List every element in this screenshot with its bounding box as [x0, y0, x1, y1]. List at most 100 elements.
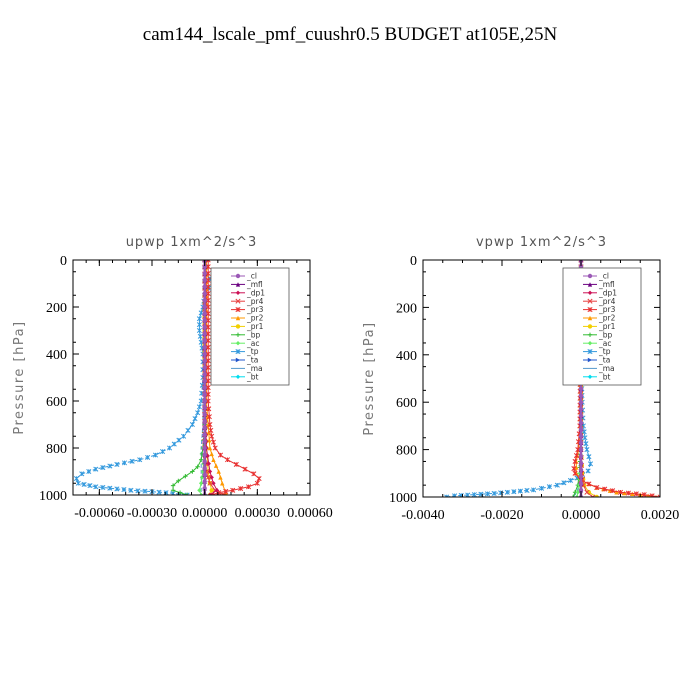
legend-label: _bp: [246, 330, 261, 339]
series-marker-tp: [107, 463, 113, 469]
panel-title: upwp 1xm^2/s^3: [126, 235, 258, 250]
series-marker-ac: [197, 488, 202, 493]
series-marker-pr3: [205, 371, 211, 377]
series-marker-pr3: [657, 494, 660, 497]
series-marker-tp: [159, 448, 166, 455]
series-marker-pr3: [205, 351, 211, 357]
series-marker-cl: [202, 425, 207, 431]
series-marker-cl: [202, 479, 207, 484]
series-marker-pr3: [205, 291, 211, 297]
series-marker-pr3: [238, 485, 244, 492]
series-marker-ac: [198, 481, 204, 486]
series-marker-dp1: [209, 475, 214, 480]
series-marker-tp: [73, 475, 80, 482]
series-marker-cl: [202, 472, 207, 478]
legend-label: _pr3: [246, 305, 264, 314]
legend-swatch-marker: [235, 324, 241, 329]
series-marker-pr3: [610, 488, 616, 494]
series-marker-cl: [202, 338, 207, 343]
legend-label: _mfl: [246, 280, 263, 289]
series-marker-cl: [578, 488, 584, 493]
series-marker-tp: [531, 487, 537, 493]
series-marker-pr3: [205, 358, 211, 364]
series-marker-pr3: [256, 475, 262, 482]
y-axis-label: Pressure [hPa]: [362, 321, 377, 435]
x-tick-label: -0.0020: [480, 508, 523, 523]
series-marker-pr3: [205, 277, 211, 283]
legend-swatch-marker: [235, 290, 241, 295]
panel-upwp: upwp 1xm^2/s^3 Pressure [hPa] 0 200 400 600 80…: [12, 235, 333, 521]
series-marker-tp: [587, 461, 594, 467]
y-tick-label: 0: [410, 254, 417, 269]
series-marker-pr2: [574, 465, 579, 470]
legend-label: _pr4: [598, 297, 616, 306]
series-marker-bp: [170, 488, 176, 493]
x-tick-label: 0.00000: [182, 506, 228, 521]
series-marker-dp1: [207, 492, 213, 495]
x-tick-label: -0.00030: [127, 506, 177, 521]
series-marker-tp: [584, 447, 590, 453]
series-marker-cl: [202, 331, 207, 337]
series-marker-tp: [100, 484, 106, 491]
legend: _cl_mfl_dp1_pr4_pr3_pr2_pr1_bp_ac_tp_ta_…: [210, 267, 290, 386]
series-marker-tp: [137, 457, 143, 463]
legend-swatch-marker: [587, 332, 593, 337]
series-marker-tp: [517, 488, 523, 494]
legend-swatch-marker: [587, 357, 593, 363]
legend-label: _bt: [246, 372, 259, 381]
series-marker-pr3: [224, 457, 231, 463]
series-marker-pr2: [209, 451, 214, 457]
legend-label: _tp: [246, 347, 259, 356]
series-marker-pr3: [594, 484, 600, 491]
series-marker-tp: [197, 333, 203, 339]
legend-swatch-marker: [235, 374, 241, 379]
series-marker-tp: [491, 490, 497, 496]
series-marker-pr3: [205, 284, 211, 290]
x-tick-label: 0.0000: [562, 508, 601, 523]
legend-label: _pr2: [246, 314, 264, 323]
legend-swatch-marker: [235, 349, 241, 355]
series-marker-cl: [202, 412, 207, 417]
series-marker-tp: [100, 465, 106, 471]
legend-label: _ma: [598, 364, 615, 373]
series-marker-tp: [75, 480, 81, 486]
series-marker-cl: [202, 284, 207, 290]
series-marker-tp: [145, 454, 151, 460]
series-marker-tp: [189, 421, 195, 428]
series-marker-cl: [202, 405, 207, 410]
series-marker-cl: [578, 440, 584, 446]
legend-swatch-marker: [587, 307, 593, 313]
legend-label: _pr4: [246, 297, 264, 306]
series-marker-tp: [561, 480, 567, 486]
legend-box: [210, 267, 290, 386]
series-marker-dp1: [207, 469, 213, 474]
series-marker-cl: [578, 393, 584, 398]
legend-label: _ta: [598, 356, 610, 365]
series-marker-cl: [578, 413, 584, 418]
series-marker-pr3: [625, 490, 631, 496]
y-tick-label: 1000: [39, 489, 67, 504]
y-tick-label: 400: [396, 349, 417, 364]
series-marker-cl: [202, 378, 207, 384]
series-marker-bp: [195, 464, 200, 469]
series-marker-tp: [86, 468, 92, 475]
legend-label: _pr1: [598, 322, 616, 331]
series-marker-tp: [538, 485, 545, 491]
series-marker-pr3: [206, 406, 212, 412]
series-marker-cl: [202, 452, 207, 457]
legend-swatch-marker: [235, 307, 241, 313]
series-marker-cl: [578, 454, 584, 459]
series-marker-tp: [444, 494, 450, 497]
series-marker-tp: [129, 458, 135, 464]
panel-title: vpwp 1xm^2/s^3: [476, 235, 607, 250]
legend-label: _ma: [246, 364, 263, 373]
series-marker-pr3: [207, 421, 213, 428]
series-marker-pr3: [586, 481, 592, 487]
series-marker-pr2: [614, 490, 619, 495]
series-marker-tp: [181, 433, 187, 439]
series-marker-tp: [196, 327, 202, 334]
series-marker-pr4: [205, 474, 211, 480]
y-tick-label: 800: [46, 442, 67, 457]
series-marker-cl: [202, 304, 207, 310]
series-marker-tp: [546, 484, 552, 490]
